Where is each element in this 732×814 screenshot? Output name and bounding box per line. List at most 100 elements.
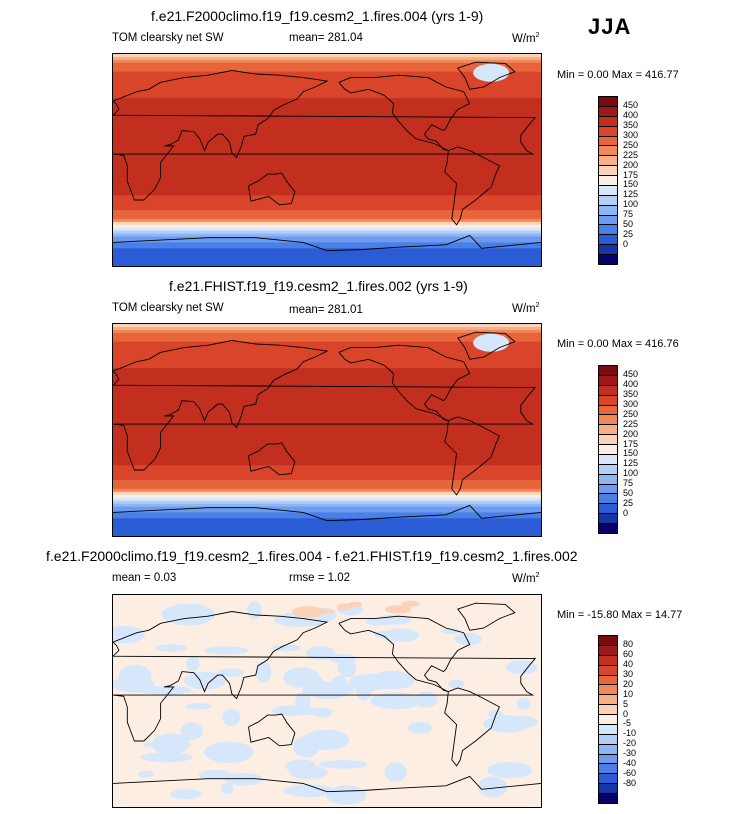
field-band bbox=[113, 483, 541, 487]
panel2-units: W/m2 bbox=[512, 302, 540, 315]
colorbar-tick-label: 75 bbox=[623, 478, 634, 489]
field-band bbox=[113, 192, 541, 196]
field-band bbox=[113, 162, 541, 167]
field-band bbox=[113, 165, 541, 170]
field-band bbox=[113, 177, 541, 182]
field-band bbox=[113, 503, 541, 508]
coastline bbox=[444, 687, 500, 767]
panel3-map bbox=[112, 594, 542, 808]
colorbar-tick-label: 300 bbox=[623, 130, 639, 141]
field-band bbox=[113, 221, 541, 226]
field-band bbox=[113, 248, 541, 252]
field-band bbox=[113, 533, 541, 536]
colorbar-tick-label: 0 bbox=[623, 238, 629, 249]
field-band bbox=[113, 180, 541, 185]
field-band bbox=[113, 477, 541, 481]
colorbar-tick-label: 225 bbox=[623, 418, 639, 429]
panel2-mean: mean= 281.01 bbox=[289, 304, 363, 316]
diff-negative-patch bbox=[198, 769, 232, 780]
field-band bbox=[113, 509, 541, 514]
panel3-minmax: Min = -15.80 Max = 14.77 bbox=[557, 609, 683, 621]
season-label: JJA bbox=[588, 14, 632, 39]
field-band bbox=[113, 54, 541, 58]
panel1-units: W/m2 bbox=[512, 32, 540, 45]
field-band bbox=[113, 468, 541, 472]
field-band bbox=[113, 506, 541, 511]
field-band bbox=[113, 356, 541, 360]
field-band bbox=[113, 441, 541, 446]
field-band bbox=[113, 218, 541, 223]
coastline bbox=[338, 344, 471, 422]
diff-negative-patch bbox=[355, 678, 372, 701]
colorbar-box bbox=[598, 254, 618, 265]
field-band bbox=[113, 195, 541, 199]
field-band bbox=[113, 418, 541, 422]
coastline bbox=[248, 172, 296, 206]
field-band bbox=[113, 236, 541, 241]
field-band bbox=[113, 183, 541, 188]
diff-negative-patch bbox=[318, 760, 368, 769]
field-band bbox=[113, 424, 541, 428]
panel1-map-svg bbox=[113, 54, 541, 266]
field-band bbox=[113, 444, 541, 449]
field-band bbox=[113, 198, 541, 202]
field-band bbox=[113, 465, 541, 469]
diff-negative-patch bbox=[222, 708, 241, 727]
colorbar-tick-label: -40 bbox=[623, 757, 637, 768]
field-band bbox=[113, 245, 541, 249]
field-band bbox=[113, 213, 541, 217]
colorbar-tick-label: 175 bbox=[623, 169, 639, 180]
panel2-map-svg bbox=[113, 324, 541, 536]
field-band bbox=[113, 388, 541, 393]
diff-negative-patch bbox=[151, 733, 190, 755]
coastline bbox=[113, 611, 537, 742]
panel1-title: f.e21.F2000climo.f19_f19.cesm2_1.fires.0… bbox=[151, 8, 484, 24]
coastline bbox=[113, 70, 537, 201]
field-band bbox=[113, 350, 541, 355]
panel1-minmax: Min = 0.00 Max = 416.77 bbox=[557, 69, 679, 81]
diff-negative-patch bbox=[247, 601, 262, 620]
diff-negative-patch bbox=[271, 644, 301, 652]
diff-negative-patch bbox=[302, 729, 350, 751]
colorbar-tick-label: 125 bbox=[623, 458, 639, 469]
field-band bbox=[113, 456, 541, 461]
field-band bbox=[113, 210, 541, 214]
coastline bbox=[338, 74, 471, 152]
coastline bbox=[113, 234, 541, 252]
field-band bbox=[113, 104, 541, 108]
colorbar-tick-label: 350 bbox=[623, 389, 639, 400]
coastline bbox=[113, 340, 537, 471]
field-band bbox=[113, 233, 541, 238]
coastline bbox=[248, 442, 296, 476]
field-band bbox=[113, 201, 541, 205]
field-band bbox=[113, 260, 541, 264]
field-band bbox=[113, 227, 541, 232]
panel3-mean: mean = 0.03 bbox=[112, 572, 177, 584]
diff-negative-patch bbox=[337, 659, 357, 678]
field-band bbox=[113, 230, 541, 235]
diff-negative-patch bbox=[369, 670, 415, 690]
colorbar-tick-label: 200 bbox=[623, 428, 639, 439]
field-band bbox=[113, 127, 541, 132]
field-band bbox=[113, 332, 541, 337]
field-band bbox=[113, 71, 541, 76]
field-band bbox=[113, 365, 541, 369]
diff-negative-patch bbox=[221, 782, 234, 795]
diff-negative-patch bbox=[177, 609, 193, 616]
field-band bbox=[113, 77, 541, 82]
colorbar-tick-label: 100 bbox=[623, 199, 639, 210]
field-band bbox=[113, 415, 541, 419]
field-band bbox=[113, 186, 541, 191]
colorbar-tick-label: 25 bbox=[623, 228, 634, 239]
colorbar-tick-label: 5 bbox=[623, 698, 629, 709]
field-band bbox=[113, 494, 541, 499]
field-band bbox=[113, 242, 541, 246]
field-band bbox=[113, 368, 541, 372]
field-band bbox=[113, 157, 541, 161]
field-band bbox=[113, 459, 541, 463]
diff-negative-patch bbox=[370, 692, 423, 710]
diff-negative-patch bbox=[255, 661, 272, 683]
greenland-patch bbox=[473, 333, 510, 352]
field-band bbox=[113, 145, 541, 149]
field-band bbox=[113, 133, 541, 138]
